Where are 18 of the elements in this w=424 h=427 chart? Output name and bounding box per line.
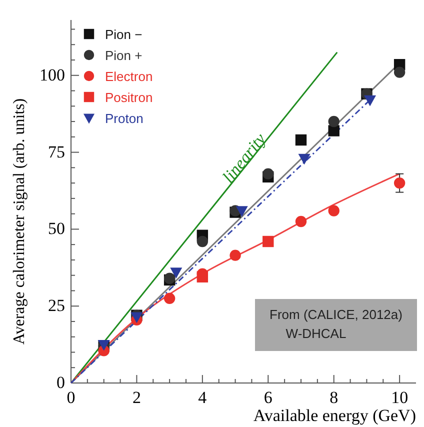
x-tick-label: 4 (198, 388, 208, 407)
legend-label: Pion − (105, 27, 142, 42)
legend-label: Pion + (105, 48, 142, 63)
legend-label: Electron (105, 69, 153, 84)
x-tick-label: 8 (330, 388, 338, 407)
y-tick-label: 0 (56, 373, 65, 392)
y-tick-label: 75 (48, 142, 65, 162)
y-tick-label: 100 (40, 65, 65, 84)
y-tick-label: 25 (48, 296, 65, 316)
x-tick-label: 10 (391, 388, 408, 407)
legend-label: Positron (105, 90, 153, 105)
x-axis-title: Available energy (GeV) (253, 406, 416, 425)
y-axis-title: Average calorimeter signal (arb. units) (11, 98, 28, 345)
x-tick-label: 2 (132, 388, 141, 407)
x-tick-label: 6 (264, 388, 272, 407)
annotation: From (CALICE, 2012a) W-DHCAL (270, 307, 402, 341)
y-tick-label: 50 (48, 219, 65, 238)
legend-label: Proton (105, 111, 144, 126)
